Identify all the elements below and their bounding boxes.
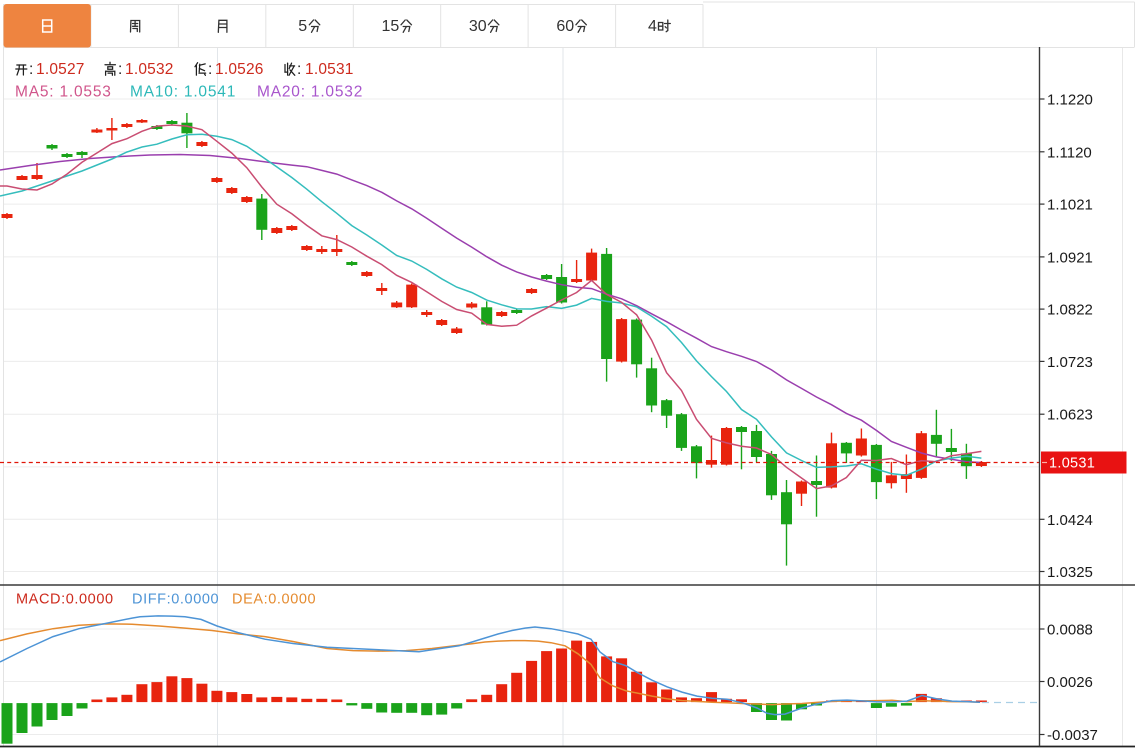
svg-text:5: 5 — [298, 18, 307, 35]
svg-text::: : — [118, 61, 122, 78]
svg-text:0.0026: 0.0026 — [1047, 674, 1093, 691]
svg-text:-0.0037: -0.0037 — [1047, 727, 1098, 744]
svg-text:1.0531: 1.0531 — [305, 61, 354, 78]
svg-text:DIFF:0.0000: DIFF:0.0000 — [132, 592, 219, 608]
svg-text:1.1120: 1.1120 — [1047, 144, 1092, 161]
svg-text:1.0526: 1.0526 — [215, 61, 264, 78]
svg-text:1.0527: 1.0527 — [36, 61, 85, 78]
svg-text:MA10: 1.0541: MA10: 1.0541 — [130, 84, 236, 101]
svg-text:15: 15 — [382, 18, 400, 35]
svg-text:60: 60 — [556, 18, 574, 35]
svg-text:DEA:0.0000: DEA:0.0000 — [232, 592, 316, 608]
svg-text:30: 30 — [469, 18, 487, 35]
svg-text:MACD:0.0000: MACD:0.0000 — [16, 592, 114, 608]
svg-text:4: 4 — [648, 18, 657, 35]
svg-text:1.0623: 1.0623 — [1047, 407, 1093, 424]
svg-text:1.0822: 1.0822 — [1047, 302, 1093, 319]
svg-text:MA5: 1.0553: MA5: 1.0553 — [15, 84, 112, 101]
svg-text:1.0531: 1.0531 — [1049, 456, 1095, 472]
svg-text:0.0088: 0.0088 — [1047, 622, 1093, 639]
svg-text:1.0532: 1.0532 — [125, 61, 174, 78]
svg-text:MA20: 1.0532: MA20: 1.0532 — [257, 84, 363, 101]
svg-text:1.0325: 1.0325 — [1047, 564, 1093, 581]
svg-text:1.0723: 1.0723 — [1047, 354, 1093, 371]
svg-text:1.1021: 1.1021 — [1047, 197, 1093, 214]
svg-text::: : — [29, 61, 33, 78]
svg-text::: : — [208, 61, 212, 78]
svg-text:1.0424: 1.0424 — [1047, 512, 1093, 529]
svg-text:1.0921: 1.0921 — [1047, 249, 1093, 266]
svg-text::: : — [297, 61, 301, 78]
svg-text:1.1220: 1.1220 — [1047, 92, 1093, 109]
